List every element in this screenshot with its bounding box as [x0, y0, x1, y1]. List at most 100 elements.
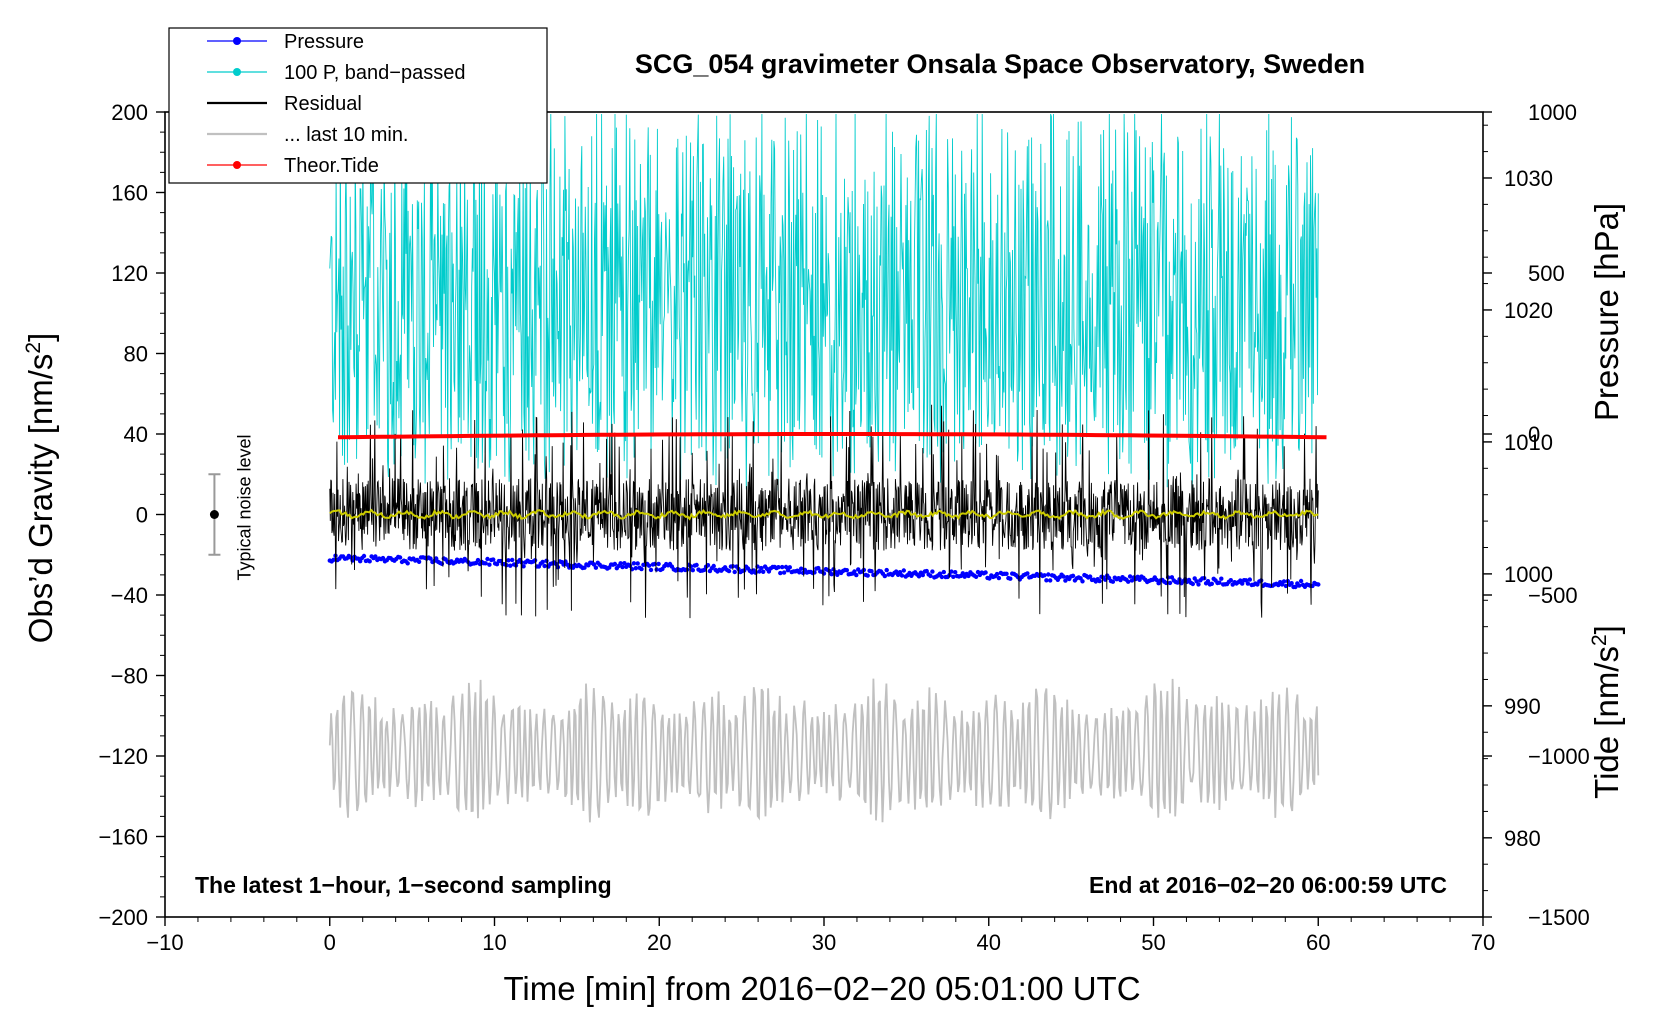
pressure-point [510, 557, 515, 563]
pressure-point [648, 567, 654, 573]
pressure-point [1046, 572, 1051, 577]
pressure-point [1004, 571, 1009, 576]
y-tick-label: 40 [124, 422, 148, 447]
pressure-point [865, 573, 870, 578]
y-axis-label-tide: Tide [nm/s2] [1588, 625, 1625, 799]
pressure-point [1080, 579, 1085, 584]
pressure-point [783, 564, 789, 570]
y-axis-label-tide-sup: 2 [1588, 634, 1611, 646]
pressure-point [1127, 574, 1133, 579]
pressure-point [491, 557, 496, 562]
noise-bar-dot [209, 510, 219, 519]
pressure-point [639, 566, 644, 572]
tide-tick-label: 0 [1528, 422, 1540, 447]
pressure-point [612, 561, 618, 567]
pressure-point [759, 565, 764, 571]
pressure-point [485, 556, 490, 562]
pressure-point [901, 568, 906, 573]
legend-box [168, 27, 548, 184]
pressure-point [1126, 579, 1131, 584]
pressure-point [428, 556, 433, 561]
y-tick-label: 160 [111, 181, 148, 206]
pressure-tick-label: 1010 [1504, 430, 1553, 455]
pressure-point [542, 563, 547, 569]
pressure-point [753, 570, 758, 575]
pressure-point [656, 561, 661, 567]
series-bandpassed-pressure-line [329, 113, 1319, 491]
pressure-point [869, 569, 874, 574]
pressure-point [1167, 580, 1173, 586]
tide-axis-ticks: 1000 500 0 −500 −1000 −1500 [1483, 100, 1590, 930]
pressure-point [787, 565, 792, 570]
legend: Pressure 100 P, band−passed Residual ... la… [168, 27, 548, 184]
pressure-point [732, 569, 737, 575]
pressure-tick-label: 980 [1504, 826, 1541, 851]
pressure-point [1243, 578, 1249, 583]
x-tick-label: 30 [812, 930, 836, 955]
pressure-point [726, 568, 732, 574]
pressure-point [757, 569, 762, 574]
annotation-latest-hour: The latest 1−hour, 1−second sampling [195, 872, 612, 898]
y-tick-label: −40 [111, 583, 148, 608]
pressure-point [506, 558, 511, 563]
pressure-point [844, 568, 849, 573]
y-axis-label-gravity-end: ] [22, 333, 59, 342]
pressure-point [1297, 583, 1302, 588]
pressure-point [882, 573, 887, 579]
pressure-point [544, 558, 549, 563]
pressure-point [1008, 576, 1013, 581]
pressure-point [1281, 579, 1287, 584]
y-tick-label: −120 [98, 744, 148, 769]
y-tick-label: 120 [111, 261, 148, 286]
y-tick-label: −160 [98, 825, 148, 850]
x-tick-label: 70 [1471, 930, 1495, 955]
chart-title: SCG_054 gravimeter Onsala Space Observat… [635, 49, 1365, 79]
y-axis-label-tide-end: ] [1588, 625, 1625, 634]
pressure-point [1070, 573, 1076, 578]
pressure-point [1137, 577, 1142, 582]
pressure-point [996, 575, 1002, 581]
pressure-point [1289, 581, 1294, 586]
pressure-point [1042, 573, 1047, 578]
tide-tick-label: −500 [1528, 583, 1578, 608]
pressure-point [928, 573, 933, 579]
pressure-point [1316, 582, 1321, 587]
pressure-point [1247, 577, 1253, 582]
legend-label: ... last 10 min. [284, 124, 409, 146]
pressure-point [635, 561, 640, 566]
pressure-point [835, 572, 840, 577]
pressure-point [1205, 579, 1211, 584]
pressure-point [631, 561, 637, 566]
noise-level-label: Typical noise level [234, 434, 254, 580]
tide-tick-label: −1500 [1528, 905, 1590, 930]
series-smoothed-residual-line [329, 508, 1319, 521]
pressure-point [1190, 581, 1196, 587]
pressure-point [1097, 578, 1102, 584]
pressure-point [487, 562, 492, 567]
pressure-point [591, 562, 597, 567]
pressure-point [949, 569, 954, 574]
pressure-point [829, 572, 834, 577]
pressure-point [854, 572, 859, 578]
y-axis-label-tide-main: Tide [nm/s [1588, 646, 1625, 799]
pressure-point [1217, 580, 1222, 585]
pressure-point [1025, 571, 1030, 576]
pressure-point [620, 564, 625, 570]
pressure-point [778, 570, 783, 576]
legend-label: Residual [284, 93, 362, 115]
x-tick-label: 10 [482, 930, 506, 955]
pressure-point [951, 574, 956, 579]
pressure-point [816, 565, 821, 571]
y-axis-label-gravity-main: Obs’d Gravity [nm/s [22, 354, 59, 644]
pressure-point [1245, 581, 1251, 586]
pressure-point [1298, 578, 1304, 584]
legend-label: Pressure [284, 31, 364, 53]
x-tick-label: 0 [324, 930, 336, 955]
pressure-point [618, 561, 623, 566]
tide-tick-label: 500 [1528, 261, 1565, 286]
pressure-tick-label: 1020 [1504, 298, 1553, 323]
pressure-point [894, 569, 899, 574]
legend-label: Theor.Tide [284, 155, 379, 177]
pressure-point [361, 553, 367, 559]
y-axis-label-gravity: Obs’d Gravity [nm/s2] [22, 333, 59, 644]
